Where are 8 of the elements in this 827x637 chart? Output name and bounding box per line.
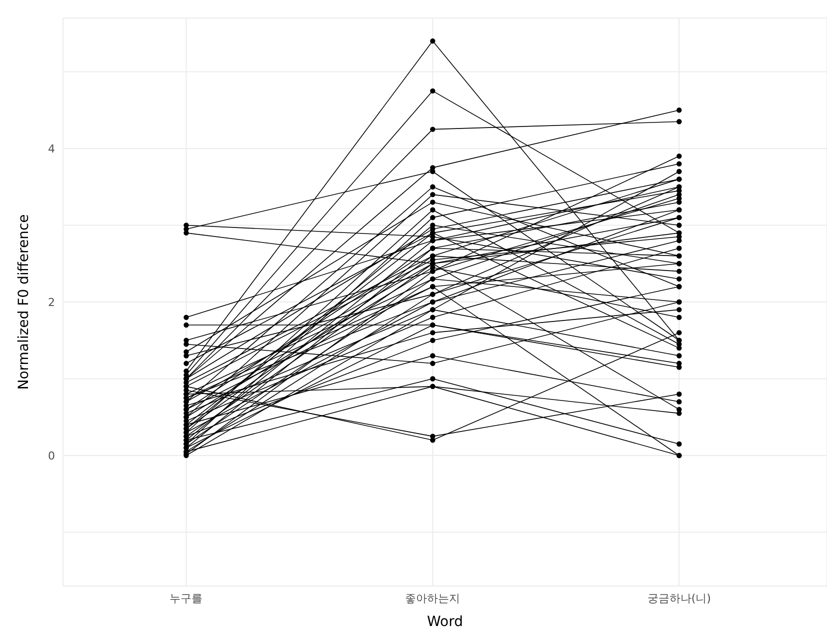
x-tick-label: 궁금하나(니) [647, 592, 711, 605]
y-tick-label: 4 [48, 142, 55, 156]
x-tick-label: 좋아하는지 [405, 592, 460, 605]
y-tick-label: 0 [48, 449, 55, 462]
x-tick-label: 누구를 [170, 592, 203, 605]
y-tick-label: 2 [48, 296, 55, 309]
y-axis-title: Normalized F0 difference [16, 214, 32, 390]
x-axis-title: Word [427, 614, 463, 630]
